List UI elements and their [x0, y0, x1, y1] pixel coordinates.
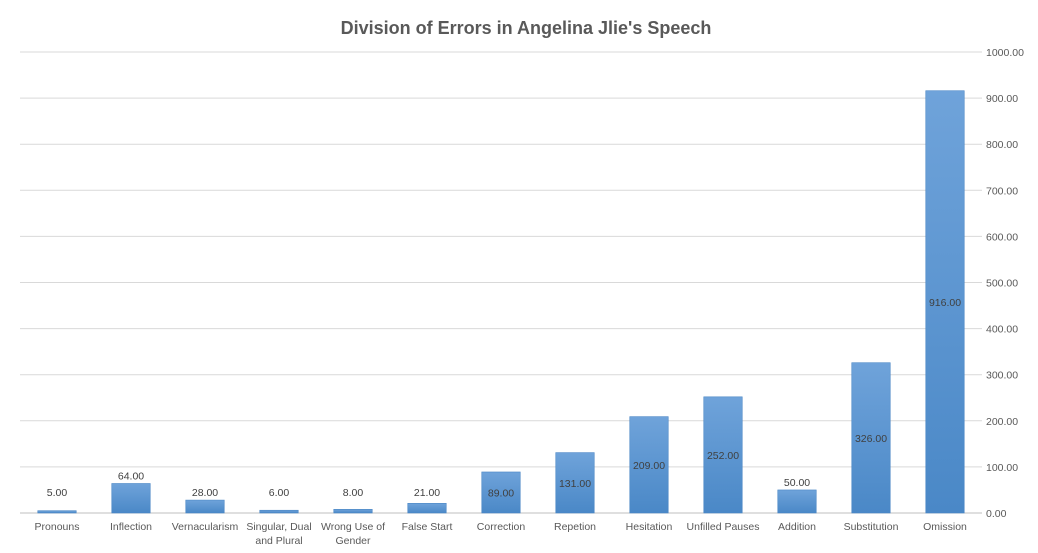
data-label: 5.00: [47, 487, 68, 499]
bar: [185, 499, 225, 514]
y-axis: 0.00 100.00 200.00 300.00 400.00 500.00 600.00…: [986, 47, 1024, 520]
data-label: 21.00: [414, 487, 440, 499]
y-tick-label: 800.00: [986, 139, 1018, 151]
data-label: 6.00: [269, 487, 290, 499]
data-label: 131.00: [559, 478, 591, 490]
data-label: 252.00: [707, 450, 739, 462]
x-tick-label: Unfilled Pauses: [687, 521, 760, 533]
bar: [777, 489, 817, 514]
x-tick-label: Substitution: [844, 521, 899, 533]
bar: [629, 416, 669, 514]
bar: [555, 452, 595, 514]
data-label: 326.00: [855, 433, 887, 445]
y-tick-label: 300.00: [986, 370, 1018, 382]
y-tick-label: 1000.00: [986, 47, 1024, 59]
bar: [703, 396, 743, 514]
x-tick-label: Addition: [778, 521, 816, 533]
bar: [37, 510, 77, 514]
y-tick-label: 400.00: [986, 324, 1018, 336]
bar: [259, 509, 299, 514]
y-tick-label: 700.00: [986, 185, 1018, 197]
bar: [111, 483, 151, 514]
bar: [925, 90, 965, 514]
data-labels: 5.00 64.00 28.00 6.00 8.00 21.00 89.00 131.00 20…: [47, 297, 961, 500]
x-tick-label: Vernacularism: [172, 521, 239, 533]
data-label: 50.00: [784, 477, 810, 489]
x-tick-label: Inflection: [110, 521, 152, 533]
x-tick-label: Repetion: [554, 521, 596, 533]
bar: [481, 471, 521, 514]
y-tick-label: 200.00: [986, 416, 1018, 428]
x-tick-label: Hesitation: [626, 521, 673, 533]
y-tick-label: 500.00: [986, 278, 1018, 290]
y-tick-label: 0.00: [986, 508, 1007, 520]
x-tick-label: Singular, Dual and Plural: [246, 521, 311, 547]
bar: [851, 362, 891, 514]
x-tick-label: Pronouns: [35, 521, 80, 533]
y-tick-label: 600.00: [986, 231, 1018, 243]
bars: [37, 90, 965, 514]
data-label: 89.00: [488, 487, 514, 499]
y-tick-label: 100.00: [986, 462, 1018, 474]
x-tick-label: Wrong Use of Gender: [321, 521, 385, 547]
data-label: 64.00: [118, 470, 144, 482]
bar: [407, 503, 447, 514]
data-label: 209.00: [633, 460, 665, 472]
chart-title: Division of Errors in Angelina Jlie's Sp…: [341, 18, 712, 38]
x-tick-label: False Start: [402, 521, 453, 533]
y-tick-label: 900.00: [986, 93, 1018, 105]
gridlines: [20, 51, 982, 514]
data-label: 28.00: [192, 487, 218, 499]
x-tick-label: Omission: [923, 521, 967, 533]
x-tick-label: Correction: [477, 521, 526, 533]
data-label: 916.00: [929, 297, 961, 309]
data-label: 8.00: [343, 487, 364, 499]
x-axis: Pronouns Inflection Vernacularism Singular,…: [35, 521, 968, 547]
bar: [333, 509, 373, 514]
